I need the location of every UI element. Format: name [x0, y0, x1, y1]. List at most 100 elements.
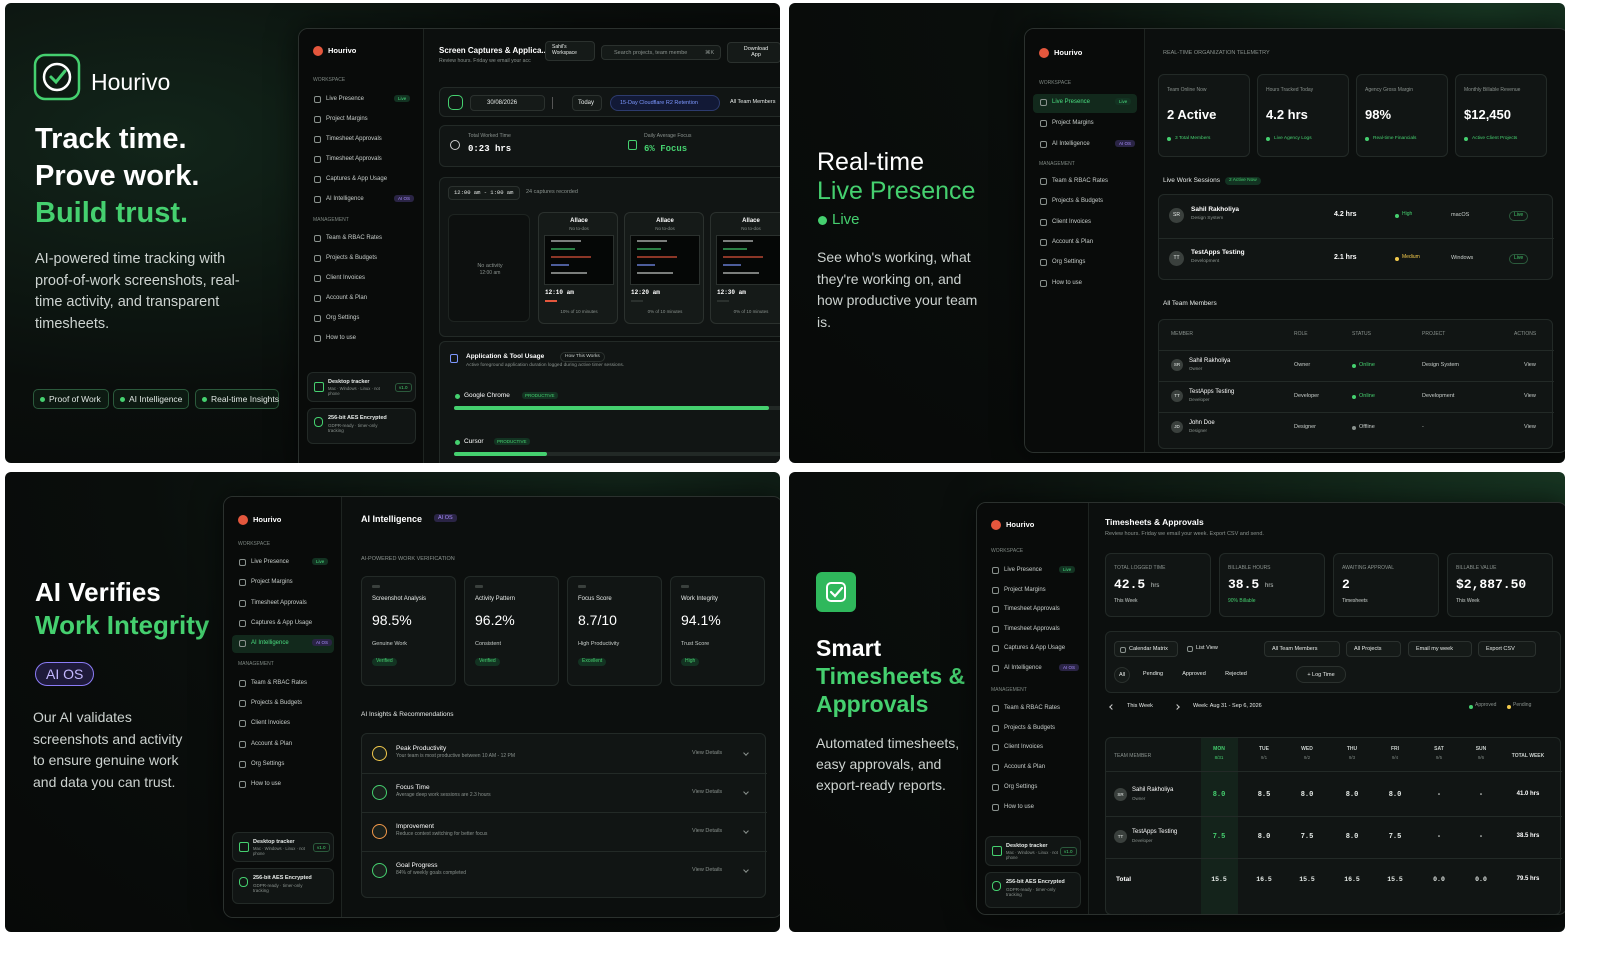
security-title: 256-bit AES Encrypted: [1006, 879, 1065, 885]
nav-item[interactable]: Team & RBAC Rates: [251, 680, 308, 686]
nav-item[interactable]: Org Settings: [251, 760, 285, 767]
sidebar: Hourivo WORKSPACE Live Presence Live Project…: [977, 503, 1089, 914]
nav-item[interactable]: How to use: [251, 781, 282, 787]
nav-item[interactable]: Project Margins: [251, 579, 293, 586]
member-filter[interactable]: All Team Members: [730, 99, 776, 105]
nav-item[interactable]: Live Presence: [251, 559, 290, 565]
capture-task: No to-dos: [569, 226, 589, 231]
sidebar: Hourivo WORKSPACE Live Presence Live Project…: [299, 29, 424, 463]
status-dot: [1352, 395, 1356, 399]
filter-label: All Team Members: [1272, 646, 1318, 652]
log-time-button[interactable]: + Log Time: [1296, 666, 1346, 683]
nav-item[interactable]: Client Invoices: [1004, 744, 1044, 751]
week-prev[interactable]: [1109, 704, 1115, 710]
status-tab[interactable]: Approved: [1176, 667, 1212, 683]
view-action[interactable]: View: [1524, 393, 1536, 399]
view-details[interactable]: View Details: [692, 789, 723, 795]
nav-item[interactable]: Timesheet Approvals: [326, 156, 382, 162]
nav-item[interactable]: Project Margins: [1004, 586, 1046, 593]
nav-item[interactable]: Projects & Budgets: [1004, 724, 1056, 731]
nav-item[interactable]: Account & Plan: [326, 295, 368, 301]
view-action[interactable]: View: [1524, 424, 1536, 430]
view-details[interactable]: View Details: [692, 828, 723, 834]
metric-card: Focus Score 8.7/10 High Productivity Excell…: [567, 576, 662, 686]
timesheet-icon: [816, 572, 856, 612]
filter-button[interactable]: All Projects: [1346, 641, 1401, 657]
nav-item[interactable]: Live Presence: [1004, 567, 1043, 573]
stat-label: Agency Gross Margin: [1365, 87, 1414, 93]
nav-item[interactable]: Project Margins: [326, 116, 368, 122]
stat-sub: This Week: [1456, 598, 1480, 604]
nav-item[interactable]: AI Intelligence: [326, 196, 364, 202]
nav-item[interactable]: Team & RBAC Rates: [326, 235, 383, 241]
nav-item[interactable]: Timesheet Approvals: [326, 136, 382, 142]
usage-link[interactable]: How This Works: [560, 352, 605, 362]
brand-logo: [33, 53, 81, 101]
nav-item[interactable]: Captures & App Usage: [1004, 645, 1066, 652]
nav-item[interactable]: Client Invoices: [251, 720, 291, 727]
nav-item[interactable]: How to use: [326, 335, 357, 341]
nav-item[interactable]: Org Settings: [1004, 783, 1038, 790]
nav-item[interactable]: Account & Plan: [1004, 764, 1046, 771]
range-pill: 12:00 am - 1:00 am: [448, 186, 520, 200]
nav-item[interactable]: Account & Plan: [1052, 238, 1094, 245]
nav-icon: [239, 599, 246, 607]
feature-chip: Real-time Insights: [195, 389, 279, 409]
column-header: TEAM MEMBER: [1114, 753, 1152, 759]
nav-item[interactable]: How to use: [1004, 803, 1035, 810]
nav-item[interactable]: Org Settings: [326, 315, 360, 321]
insight-text: 84% of weekly goals completed: [396, 870, 467, 876]
screenshot[interactable]: [630, 235, 700, 285]
nav-item[interactable]: Team & RBAC Rates: [1004, 705, 1061, 711]
brand: Hourivo: [1054, 48, 1083, 57]
nav-item[interactable]: Org Settings: [1052, 259, 1086, 266]
brand: Hourivo: [328, 46, 357, 55]
nav-item[interactable]: AI Intelligence: [1052, 141, 1090, 147]
nav-item[interactable]: AI Intelligence: [1004, 665, 1042, 671]
today-button[interactable]: Today: [572, 95, 602, 111]
description: AI-powered time tracking with proof-of-w…: [35, 251, 240, 332]
stat-value: 38.5: [1228, 577, 1260, 592]
status-tab[interactable]: Rejected: [1218, 667, 1254, 683]
nav-item[interactable]: Captures & App Usage: [326, 176, 388, 182]
screenshot[interactable]: [544, 235, 614, 285]
nav-item[interactable]: Team & RBAC Rates: [1052, 178, 1109, 184]
view-toggle[interactable]: List View: [1182, 641, 1224, 657]
nav-item[interactable]: Projects & Budgets: [251, 700, 303, 707]
nav-item[interactable]: Project Margins: [1052, 120, 1094, 126]
view-details[interactable]: View Details: [692, 867, 723, 873]
nav-item[interactable]: Live Presence: [1052, 99, 1091, 105]
hours-cell: 7.5: [1300, 833, 1314, 841]
week-next[interactable]: [1174, 704, 1180, 710]
view-toggle[interactable]: Calendar Matrix: [1114, 641, 1178, 657]
next-button[interactable]: [552, 97, 562, 109]
view-action[interactable]: View: [1524, 362, 1536, 368]
status-tab[interactable]: All: [1114, 667, 1130, 683]
nav-item[interactable]: Projects & Budgets: [326, 255, 378, 261]
filter-button[interactable]: Export CSV: [1478, 641, 1536, 657]
nav-item[interactable]: Client Invoices: [326, 275, 366, 281]
nav-item[interactable]: Account & Plan: [251, 740, 293, 747]
nav-item[interactable]: Client Invoices: [1052, 218, 1092, 225]
nav-item[interactable]: How to use: [1052, 279, 1083, 286]
screenshot[interactable]: [716, 235, 780, 285]
prev-button[interactable]: [448, 95, 463, 110]
members-title: All Team Members: [1163, 300, 1217, 307]
filter-button[interactable]: All Team Members: [1264, 641, 1340, 657]
stat-card: Hours Tracked Today 4.2 hrs Live Agency Lo…: [1257, 74, 1349, 157]
nav-item[interactable]: Captures & App Usage: [251, 619, 313, 626]
nav-item[interactable]: Timesheet Approvals: [251, 599, 307, 606]
nav-item[interactable]: Live Presence: [326, 96, 365, 102]
column-header: MEMBER: [1171, 331, 1193, 337]
nav-item[interactable]: Timesheet Approvals: [1004, 606, 1060, 613]
hours-cell: 8.0: [1300, 791, 1314, 799]
search-box[interactable]: Search projects, team membe ⌘K: [601, 45, 721, 60]
nav-item[interactable]: Projects & Budgets: [1052, 198, 1104, 205]
logo-mark: [238, 515, 248, 525]
nav-item[interactable]: Timesheet Approvals: [1004, 625, 1060, 632]
download-button[interactable]: Download App: [727, 42, 780, 63]
filter-button[interactable]: Email my week: [1408, 641, 1472, 657]
view-details[interactable]: View Details: [692, 750, 723, 756]
nav-item[interactable]: AI Intelligence: [251, 640, 289, 647]
status-tab[interactable]: Pending: [1136, 667, 1170, 683]
